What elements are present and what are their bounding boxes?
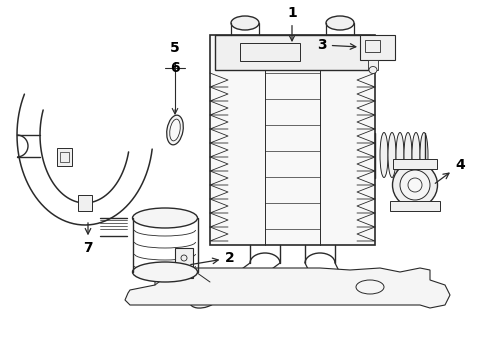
Bar: [360, 35, 395, 60]
Bar: [175, 248, 193, 278]
Ellipse shape: [356, 280, 384, 294]
Ellipse shape: [408, 178, 422, 192]
Ellipse shape: [380, 132, 388, 177]
Bar: [215, 35, 370, 70]
Bar: [78, 195, 92, 211]
Ellipse shape: [388, 132, 396, 177]
Polygon shape: [125, 265, 450, 308]
Ellipse shape: [132, 262, 197, 282]
Text: 7: 7: [83, 223, 93, 255]
Bar: [365, 40, 380, 52]
Ellipse shape: [231, 16, 259, 30]
Ellipse shape: [396, 132, 404, 177]
Bar: [368, 60, 378, 70]
Text: 3: 3: [317, 38, 356, 52]
Ellipse shape: [170, 119, 180, 141]
Ellipse shape: [412, 132, 420, 177]
Ellipse shape: [404, 132, 412, 177]
Text: 2: 2: [191, 251, 235, 265]
Ellipse shape: [369, 67, 377, 73]
Ellipse shape: [420, 132, 428, 177]
Ellipse shape: [400, 170, 430, 200]
Ellipse shape: [392, 162, 438, 207]
Ellipse shape: [167, 115, 183, 145]
Text: 5: 5: [170, 41, 180, 55]
Bar: [57, 148, 72, 166]
Ellipse shape: [190, 288, 220, 308]
Text: 1: 1: [287, 6, 297, 41]
Ellipse shape: [326, 16, 354, 30]
Text: 4: 4: [435, 158, 465, 183]
Bar: [210, 35, 375, 245]
Bar: [393, 159, 437, 169]
Bar: [390, 201, 440, 211]
Ellipse shape: [132, 208, 197, 228]
Bar: [60, 152, 69, 162]
Text: 6: 6: [170, 61, 180, 75]
Bar: [240, 43, 300, 61]
